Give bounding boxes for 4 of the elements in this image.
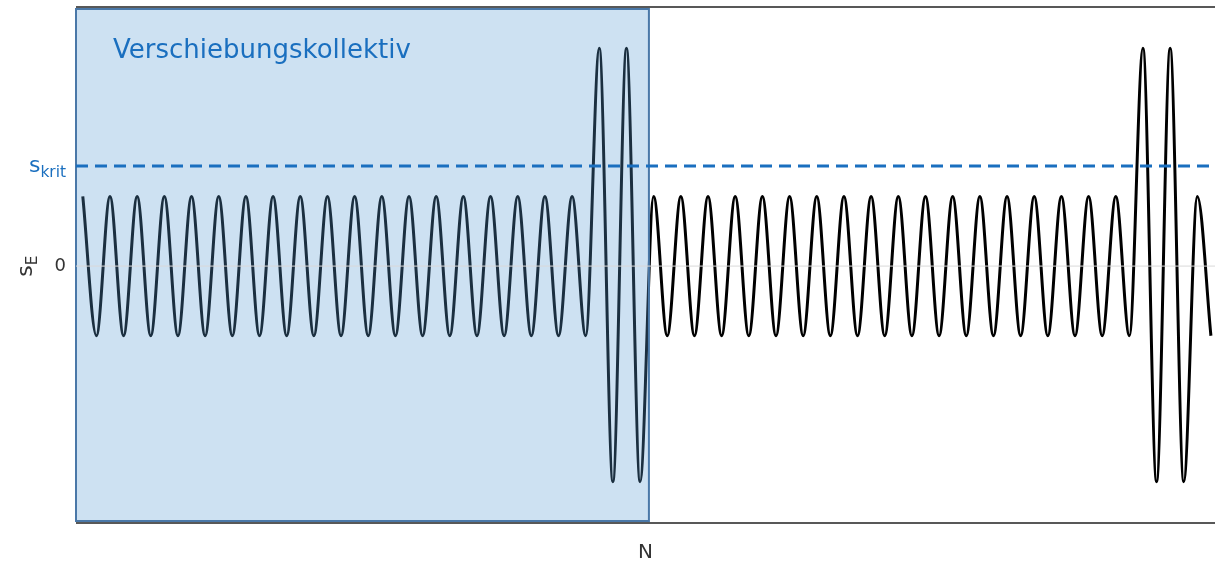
x-axis-title: N <box>638 539 653 564</box>
ref-line-label: 0 <box>54 253 66 275</box>
y-axis-title: sE <box>11 255 41 277</box>
annotation: Verschiebungskollektiv <box>113 33 411 64</box>
